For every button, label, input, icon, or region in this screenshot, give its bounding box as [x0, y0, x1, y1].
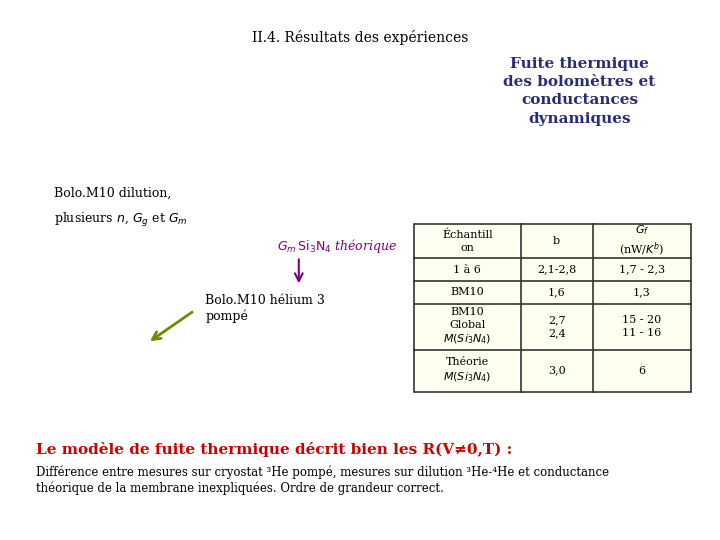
- Text: Bolo.M10 hélium 3
pompé: Bolo.M10 hélium 3 pompé: [205, 294, 325, 323]
- Text: b: b: [553, 237, 560, 246]
- Text: 1,7 - 2,3: 1,7 - 2,3: [619, 265, 665, 275]
- Text: Échantill
on: Échantill on: [442, 230, 492, 253]
- Text: $G_m\,\mathrm{Si_3N_4}$ théorique: $G_m\,\mathrm{Si_3N_4}$ théorique: [277, 237, 397, 255]
- Text: Différence entre mesures sur cryostat ³He pompé, mesures sur dilution ³He-⁴He et: Différence entre mesures sur cryostat ³H…: [36, 465, 609, 480]
- Text: Bolo.M10 dilution,: Bolo.M10 dilution,: [54, 186, 171, 199]
- Text: 1 à 6: 1 à 6: [454, 265, 481, 275]
- Text: 2,1-2,8: 2,1-2,8: [537, 265, 577, 275]
- Text: 3,0: 3,0: [548, 366, 566, 376]
- Text: 2,7
2,4: 2,7 2,4: [548, 315, 566, 338]
- Text: $G_f$
(nW/$K^b$): $G_f$ (nW/$K^b$): [619, 224, 665, 259]
- Text: 1,3: 1,3: [633, 287, 651, 298]
- Text: BM10: BM10: [451, 287, 485, 298]
- Text: 15 - 20
11 - 16: 15 - 20 11 - 16: [622, 315, 662, 338]
- Text: Le modèle de fuite thermique décrit bien les R(V≠0,T) :: Le modèle de fuite thermique décrit bien…: [36, 442, 512, 457]
- Text: II.4. Résultats des expériences: II.4. Résultats des expériences: [252, 30, 468, 45]
- Text: Théorie
$M(Si_3N_4)$: Théorie $M(Si_3N_4)$: [444, 357, 492, 384]
- Bar: [414, 224, 691, 392]
- Text: Fuite thermique
des bolomètres et
conductances
dynamiques: Fuite thermique des bolomètres et conduc…: [503, 57, 656, 126]
- Text: BM10
Global
$M(Si_3N_4)$: BM10 Global $M(Si_3N_4)$: [444, 307, 492, 346]
- Text: 6: 6: [639, 366, 646, 376]
- Text: plusieurs $n$, $G_g$ et $G_m$: plusieurs $n$, $G_g$ et $G_m$: [54, 211, 188, 228]
- Text: théorique de la membrane inexpliquées. Ordre de grandeur correct.: théorique de la membrane inexpliquées. O…: [36, 482, 444, 496]
- Text: 1,6: 1,6: [548, 287, 566, 298]
